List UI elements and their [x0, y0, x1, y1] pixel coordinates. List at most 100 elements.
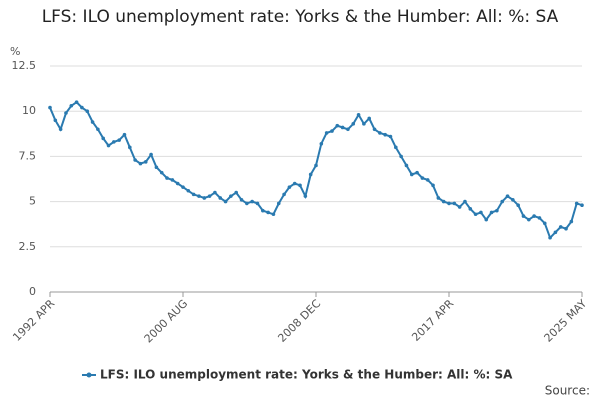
data-point	[159, 170, 164, 175]
data-point	[202, 196, 207, 200]
data-point	[511, 197, 515, 202]
data-point	[170, 178, 175, 182]
data-point	[213, 190, 217, 195]
data-point	[468, 207, 473, 211]
data-point	[521, 214, 526, 218]
y-tick-label: 5	[29, 195, 36, 208]
data-point	[319, 141, 324, 146]
data-point	[207, 194, 212, 198]
data-point	[186, 188, 191, 193]
data-point	[574, 201, 579, 206]
data-point	[505, 194, 510, 198]
data-point	[564, 226, 568, 231]
data-point	[367, 116, 372, 121]
data-point	[330, 129, 334, 133]
data-point	[69, 103, 74, 108]
data-point	[133, 158, 137, 162]
x-tick-label: 2025 MAY	[542, 297, 590, 345]
data-point	[191, 192, 196, 197]
legend-label: LFS: ILO unemployment rate: Yorks & the …	[100, 368, 513, 382]
data-point	[106, 143, 111, 148]
data-point	[122, 132, 127, 137]
data-point	[532, 214, 536, 218]
data-point	[542, 221, 547, 226]
x-tick-label: 2000 AUG	[142, 297, 191, 346]
y-tick-label: 2.5	[19, 240, 37, 253]
data-point	[351, 122, 356, 126]
data-point	[553, 230, 558, 235]
data-point	[580, 203, 584, 208]
data-point	[239, 197, 244, 202]
data-point	[276, 201, 281, 206]
data-point	[372, 127, 377, 132]
data-point	[74, 100, 79, 104]
data-point	[138, 161, 143, 166]
data-point	[457, 205, 462, 209]
data-point	[537, 216, 542, 220]
data-point	[447, 201, 451, 206]
data-point	[223, 199, 228, 204]
data-point	[80, 105, 84, 110]
data-point	[335, 123, 340, 128]
data-point	[48, 105, 52, 110]
data-point	[165, 176, 169, 180]
data-point	[218, 196, 223, 200]
data-point	[404, 163, 409, 168]
data-point	[548, 235, 552, 240]
y-axis-label: %	[10, 45, 20, 58]
data-point	[58, 127, 63, 132]
x-tick-label: 2017 APR	[409, 297, 456, 344]
data-point	[53, 118, 58, 123]
data-point	[255, 201, 260, 206]
data-point	[527, 217, 531, 222]
data-point	[394, 145, 398, 150]
y-tick-label: 12.5	[12, 59, 37, 72]
data-point	[314, 163, 318, 168]
data-point	[149, 152, 153, 157]
data-point	[346, 127, 350, 132]
data-point	[420, 176, 425, 180]
data-point	[388, 134, 393, 139]
data-point	[569, 219, 574, 224]
data-point	[282, 192, 286, 197]
data-point	[362, 122, 366, 126]
data-point	[473, 212, 478, 217]
data-point	[197, 194, 201, 198]
chart-title: LFS: ILO unemployment rate: Yorks & the …	[41, 7, 559, 27]
data-point	[484, 217, 489, 222]
data-point	[452, 201, 457, 206]
data-point	[436, 196, 441, 200]
x-tick-label: 1992 APR	[10, 297, 57, 344]
data-point	[558, 225, 563, 229]
data-point	[229, 194, 233, 198]
data-point	[409, 172, 414, 177]
data-point	[261, 208, 265, 213]
data-point	[112, 140, 116, 144]
y-tick-label: 0	[29, 285, 36, 298]
data-point	[441, 199, 446, 204]
data-point	[143, 160, 148, 164]
data-point	[340, 125, 345, 130]
data-point	[250, 199, 254, 204]
data-point	[101, 136, 105, 141]
data-point	[431, 183, 435, 188]
data-point	[90, 120, 95, 124]
source: Source:	[545, 384, 590, 398]
x-tick-label: 2008 DEC	[275, 297, 323, 345]
series-line	[49, 100, 583, 240]
data-point	[378, 131, 382, 135]
data-point	[308, 172, 313, 177]
data-point	[154, 165, 159, 170]
data-point	[128, 145, 132, 150]
data-point	[234, 190, 238, 195]
data-point	[356, 113, 361, 117]
data-point	[298, 183, 302, 188]
data-point	[303, 194, 308, 198]
data-point	[489, 210, 494, 215]
data-point	[399, 154, 403, 159]
data-point	[117, 138, 121, 142]
data-point	[425, 178, 430, 182]
data-point	[175, 181, 180, 186]
data-point	[324, 131, 329, 135]
